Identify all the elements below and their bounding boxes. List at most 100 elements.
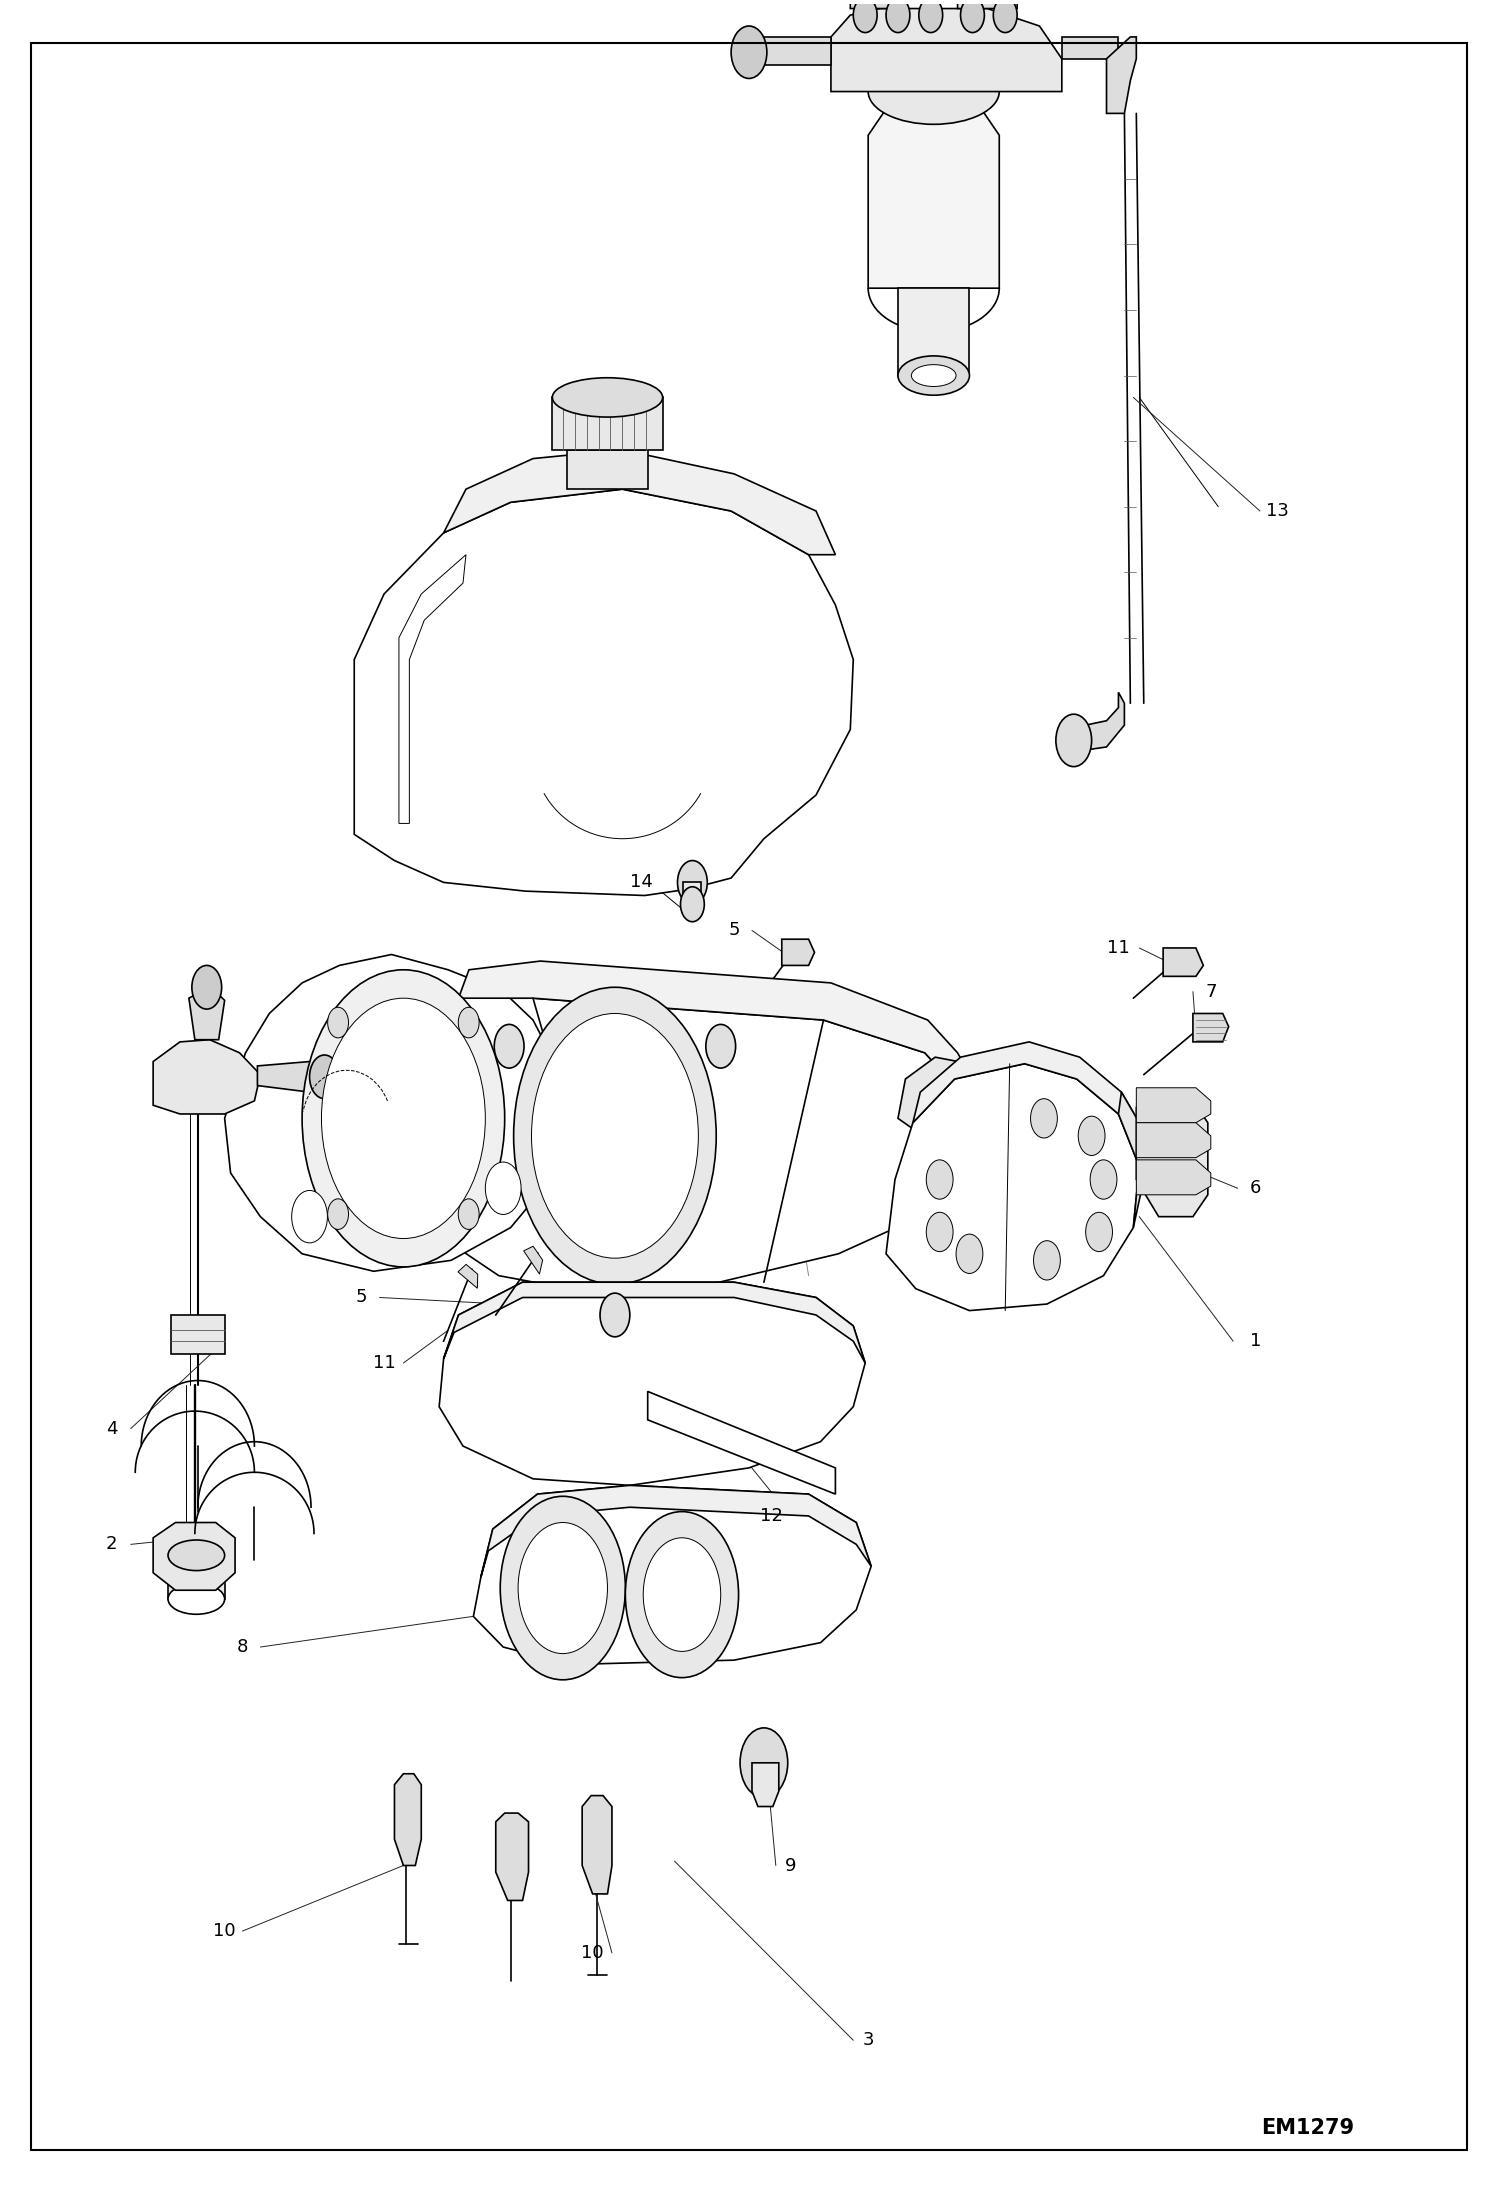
Polygon shape [553, 397, 662, 450]
Circle shape [1086, 1213, 1113, 1252]
Text: EM1279: EM1279 [1261, 2118, 1354, 2138]
Polygon shape [1062, 37, 1119, 59]
Text: 2: 2 [106, 1535, 117, 1553]
Polygon shape [153, 1039, 261, 1114]
Circle shape [926, 1160, 953, 1200]
Circle shape [731, 26, 767, 79]
Polygon shape [168, 1555, 225, 1599]
Polygon shape [258, 1061, 318, 1092]
Polygon shape [1137, 1123, 1210, 1158]
Polygon shape [647, 1390, 836, 1493]
Polygon shape [885, 1064, 1140, 1311]
Text: 7: 7 [1204, 982, 1216, 1000]
Polygon shape [1119, 1092, 1144, 1228]
Polygon shape [524, 1246, 542, 1274]
Text: 12: 12 [759, 1507, 783, 1524]
Polygon shape [481, 1485, 872, 1577]
Polygon shape [496, 1814, 529, 1901]
Circle shape [518, 1522, 608, 1654]
Polygon shape [782, 939, 815, 965]
Polygon shape [225, 954, 563, 1272]
Polygon shape [398, 555, 466, 822]
Circle shape [960, 0, 984, 33]
Text: 8: 8 [237, 1638, 249, 1656]
Text: 11: 11 [1107, 939, 1129, 956]
Text: 9: 9 [785, 1857, 797, 1875]
Circle shape [303, 969, 505, 1268]
Circle shape [328, 1007, 349, 1037]
Polygon shape [189, 991, 225, 1039]
Circle shape [706, 1024, 736, 1068]
Circle shape [328, 1200, 349, 1230]
Polygon shape [897, 1057, 980, 1145]
Circle shape [458, 1200, 479, 1230]
Ellipse shape [168, 1583, 225, 1614]
Polygon shape [957, 0, 1017, 9]
Polygon shape [1162, 947, 1203, 976]
Circle shape [1031, 1099, 1058, 1138]
Polygon shape [1137, 1092, 1207, 1217]
Circle shape [625, 1511, 739, 1678]
Circle shape [310, 1055, 340, 1099]
Circle shape [956, 1235, 983, 1274]
Polygon shape [683, 882, 701, 899]
Circle shape [485, 1162, 521, 1215]
Circle shape [926, 1213, 953, 1252]
Text: 14: 14 [631, 873, 653, 890]
Polygon shape [912, 1042, 1140, 1123]
Text: 4: 4 [106, 1419, 117, 1439]
Circle shape [993, 0, 1017, 33]
Circle shape [532, 1013, 698, 1259]
Ellipse shape [553, 377, 662, 417]
Polygon shape [458, 961, 972, 1123]
Circle shape [918, 0, 942, 33]
Polygon shape [764, 37, 831, 66]
Polygon shape [1070, 693, 1125, 752]
Text: 11: 11 [373, 1353, 395, 1373]
Polygon shape [851, 0, 897, 9]
Polygon shape [752, 1763, 779, 1807]
Ellipse shape [911, 364, 956, 386]
Polygon shape [869, 92, 999, 287]
Circle shape [854, 0, 878, 33]
Circle shape [601, 1294, 629, 1338]
Ellipse shape [168, 1539, 225, 1570]
Text: 10: 10 [581, 1943, 604, 1963]
Text: 6: 6 [1249, 1180, 1261, 1197]
Polygon shape [153, 1522, 235, 1590]
Circle shape [1056, 715, 1092, 768]
Circle shape [192, 965, 222, 1009]
Circle shape [677, 860, 707, 904]
Polygon shape [439, 998, 969, 1294]
Text: 5: 5 [728, 921, 740, 939]
Polygon shape [831, 9, 1062, 92]
Ellipse shape [897, 355, 969, 395]
Polygon shape [1107, 37, 1137, 114]
Text: 1: 1 [1249, 1331, 1261, 1351]
Text: 10: 10 [213, 1921, 237, 1941]
Polygon shape [473, 1485, 872, 1664]
Circle shape [680, 886, 704, 921]
Ellipse shape [869, 59, 999, 125]
Polygon shape [1137, 1160, 1210, 1195]
Bar [171, 1316, 225, 1355]
Polygon shape [354, 489, 854, 895]
Polygon shape [394, 1774, 421, 1866]
Polygon shape [1192, 1013, 1228, 1042]
Polygon shape [439, 1283, 866, 1485]
Circle shape [514, 987, 716, 1285]
Circle shape [500, 1496, 625, 1680]
Polygon shape [443, 450, 836, 555]
Polygon shape [583, 1796, 613, 1895]
Polygon shape [568, 450, 647, 489]
Circle shape [494, 1024, 524, 1068]
Circle shape [885, 0, 909, 33]
Circle shape [292, 1191, 328, 1243]
Circle shape [1034, 1241, 1061, 1281]
Circle shape [643, 1537, 721, 1651]
Circle shape [322, 998, 485, 1239]
Circle shape [740, 1728, 788, 1798]
Circle shape [1079, 1116, 1106, 1156]
Text: 3: 3 [863, 2031, 873, 2048]
Polygon shape [897, 287, 969, 375]
